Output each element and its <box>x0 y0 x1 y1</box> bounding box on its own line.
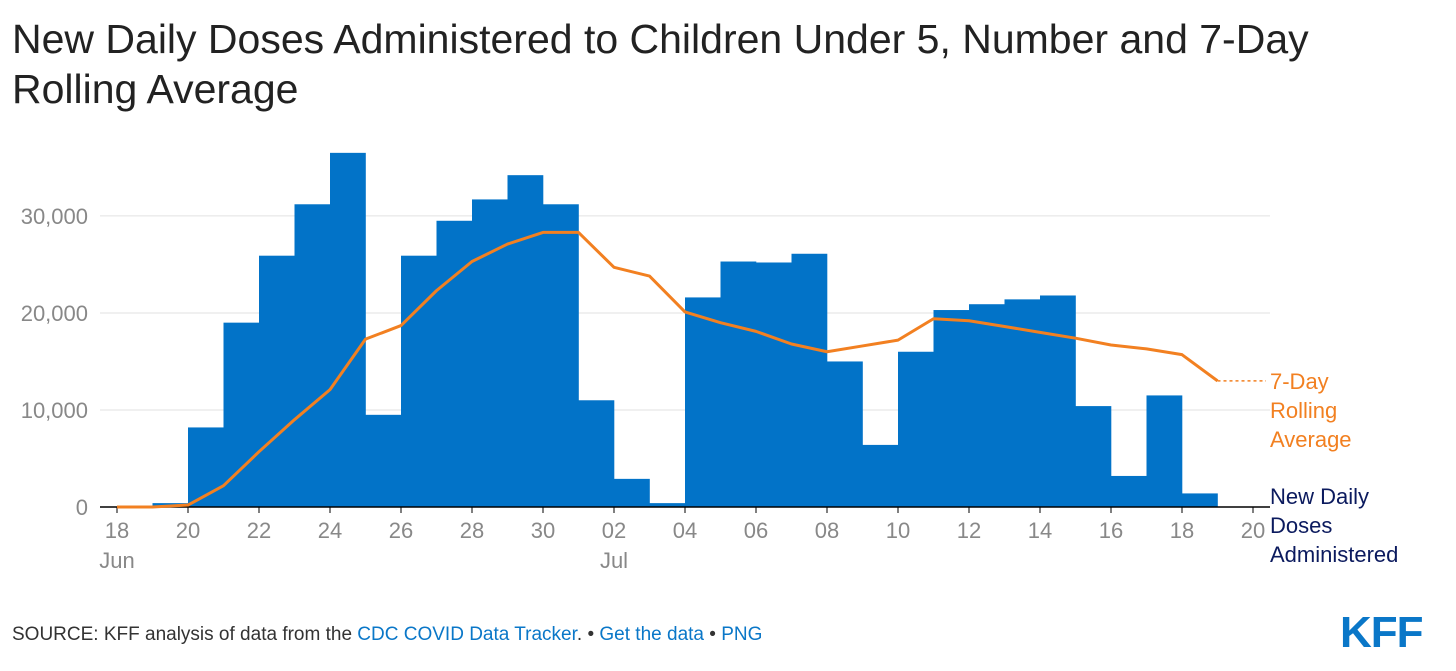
bar <box>578 400 615 507</box>
bar <box>1040 295 1076 507</box>
x-tick-sublabel: Jun <box>99 548 134 573</box>
bar <box>1004 299 1041 507</box>
bar <box>649 503 686 507</box>
bar <box>827 361 863 507</box>
bar <box>365 414 402 507</box>
x-tick-label: 12 <box>957 518 981 543</box>
x-tick-label: 24 <box>318 518 342 543</box>
bar <box>614 478 650 507</box>
bar <box>685 297 721 507</box>
bar <box>294 204 331 507</box>
bar <box>1111 475 1147 507</box>
x-tick-label: 08 <box>815 518 839 543</box>
x-tick-label: 18 <box>1170 518 1194 543</box>
bar <box>862 444 899 507</box>
x-tick-label: 10 <box>886 518 910 543</box>
source-prefix: SOURCE: KFF analysis of data from the <box>12 624 358 645</box>
legend-label: 7-Day Rolling Average <box>1270 368 1352 452</box>
source: SOURCE: KFF analysis of data from the CD… <box>12 624 762 646</box>
x-tick-label: 26 <box>389 518 413 543</box>
bar <box>791 253 828 507</box>
x-tick-sublabel: Jul <box>600 548 628 573</box>
bar <box>933 310 970 507</box>
x-tick-label: 18 <box>105 518 129 543</box>
y-tick-label: 30,000 <box>21 204 88 229</box>
x-tick-label: 28 <box>460 518 484 543</box>
bar <box>436 220 473 507</box>
png-link[interactable]: PNG <box>721 624 763 645</box>
bar <box>898 351 934 507</box>
legend-label: New Daily Doses Administered <box>1270 484 1399 567</box>
bar <box>1182 493 1218 507</box>
bar <box>756 262 792 507</box>
bar <box>330 152 366 507</box>
bar <box>259 255 295 507</box>
x-tick-label: 22 <box>247 518 271 543</box>
line <box>117 230 1219 509</box>
bar <box>720 261 757 507</box>
separator: . • <box>576 624 600 645</box>
x-tick-label: 16 <box>1099 518 1123 543</box>
x-tick-label: 04 <box>673 518 697 543</box>
bar <box>969 304 1005 507</box>
bar <box>1075 406 1112 507</box>
x-tick-label: 06 <box>744 518 768 543</box>
x-tick-label: 30 <box>531 518 555 543</box>
logo: KFF <box>1340 608 1424 657</box>
x-tick-label: 02 <box>602 518 626 543</box>
y-tick-label: 0 <box>76 495 88 520</box>
x-tick-label: 20 <box>1241 518 1265 543</box>
y-tick-label: 20,000 <box>21 301 88 326</box>
x-tick-label: 20 <box>176 518 200 543</box>
bar <box>223 322 260 507</box>
bar <box>543 204 579 507</box>
separator: • <box>703 624 722 645</box>
source-link[interactable]: CDC COVID Data Tracker <box>357 624 577 645</box>
bar <box>507 175 544 507</box>
y-tick-label: 10,000 <box>21 398 88 423</box>
chart-title: New Daily Doses Administered to Children… <box>12 16 1309 112</box>
bar <box>472 199 508 508</box>
data-link[interactable]: Get the data <box>599 624 704 645</box>
x-tick-label: 14 <box>1028 518 1052 543</box>
bar <box>401 255 437 507</box>
bar <box>1146 395 1183 507</box>
